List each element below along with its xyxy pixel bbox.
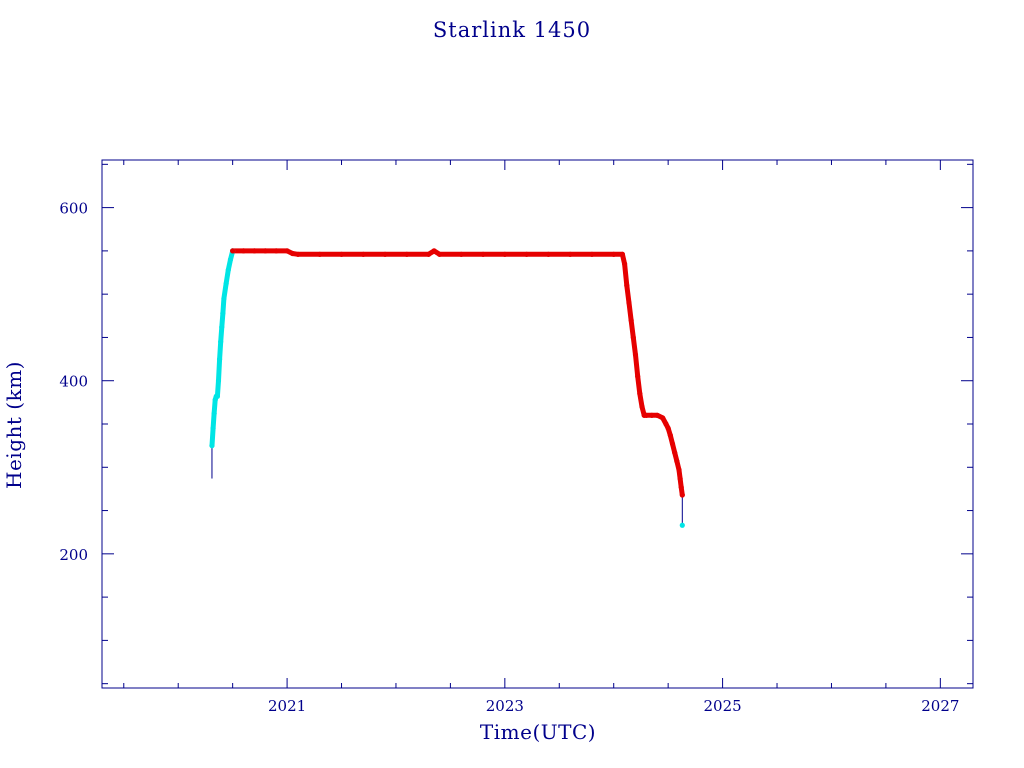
series-raising-trace [209, 248, 236, 449]
series-operational-point [663, 421, 669, 427]
series-operational-point [626, 300, 632, 306]
y-tick-label: 200 [59, 546, 88, 564]
series-raising-point [223, 281, 229, 287]
series-operational-point [667, 432, 673, 438]
series-operational-trace [230, 248, 685, 498]
series-operational-point [545, 251, 551, 257]
series-raising-point [210, 425, 216, 431]
series-operational-point [458, 251, 464, 257]
series-raising-point [211, 411, 217, 417]
series-raising-point [227, 256, 234, 263]
series-operational-point [611, 251, 617, 257]
series-operational-point [230, 248, 236, 254]
series-operational-point [672, 449, 678, 456]
x-axis-tick-labels: 2021 2023 2025 2027 [268, 697, 959, 715]
series-operational-point [637, 391, 643, 397]
series-raising-point [221, 295, 227, 302]
series-operational-point [665, 425, 671, 431]
series-operational-point [284, 248, 290, 254]
series-operational-point [674, 458, 680, 464]
series-raising-point [215, 378, 222, 384]
series-raising-point [218, 339, 224, 345]
series-operational-point [654, 412, 660, 418]
series-operational-point [630, 334, 636, 341]
series-operational-point [360, 251, 366, 257]
x-axis-label: Time(UTC) [480, 720, 596, 744]
axis-ticks [102, 160, 973, 688]
y-tick-label: 600 [59, 200, 88, 218]
series-operational-point [295, 251, 301, 257]
series-operational-point [426, 251, 432, 257]
series-operational-point [678, 484, 684, 490]
series-operational-point [524, 251, 530, 257]
x-tick-label: 2027 [921, 697, 959, 715]
series-raising-point [679, 522, 685, 528]
series-raising-point [219, 324, 225, 330]
series-operational-point [317, 251, 323, 257]
series-operational-point [649, 412, 655, 418]
series-operational-point [480, 251, 486, 257]
series-operational-point [635, 373, 641, 379]
series-operational-point [676, 467, 682, 473]
series-operational-point [262, 248, 268, 254]
series-operational-point [404, 251, 410, 257]
series-operational-point [382, 251, 388, 257]
plot-frame [101, 159, 974, 689]
series-operational-point [619, 251, 626, 257]
series-operational-point [632, 352, 639, 358]
series-operational-point [660, 415, 666, 421]
y-axis-tick-labels: 200 400 600 [59, 200, 88, 564]
series-operational-point [643, 412, 649, 418]
series-operational-point [589, 251, 595, 257]
series-points [209, 248, 685, 528]
series-operational-point [240, 248, 247, 254]
series-operational-point [679, 492, 685, 498]
series-operational-point [628, 317, 634, 323]
series-operational-point [289, 250, 296, 257]
series-raising-point [214, 393, 221, 399]
series-raising-point [216, 356, 223, 362]
chart-title: Starlink 1450 [433, 18, 591, 42]
series-operational-point [624, 282, 630, 289]
series-operational-point [622, 261, 628, 267]
series-raising-point [225, 267, 231, 273]
series-operational-point [436, 251, 443, 257]
x-tick-label: 2025 [703, 697, 741, 715]
series-operational-point [502, 251, 508, 257]
series-operational-point [567, 251, 573, 257]
series-operational-point [677, 475, 683, 482]
series-operational-point [669, 441, 676, 447]
series-operational-point [338, 251, 345, 257]
series-operational-point [639, 404, 645, 410]
series-operational-point [251, 248, 258, 254]
y-axis-label: Height (km) [2, 361, 26, 489]
series-operational-point [273, 248, 279, 254]
y-tick-label: 400 [59, 373, 88, 391]
series-operational-point [431, 248, 437, 254]
series-connectors [211, 445, 683, 526]
series-raising-point [209, 443, 215, 449]
x-tick-label: 2023 [486, 697, 524, 715]
x-tick-label: 2021 [268, 697, 306, 715]
series-raising-point [220, 310, 226, 316]
